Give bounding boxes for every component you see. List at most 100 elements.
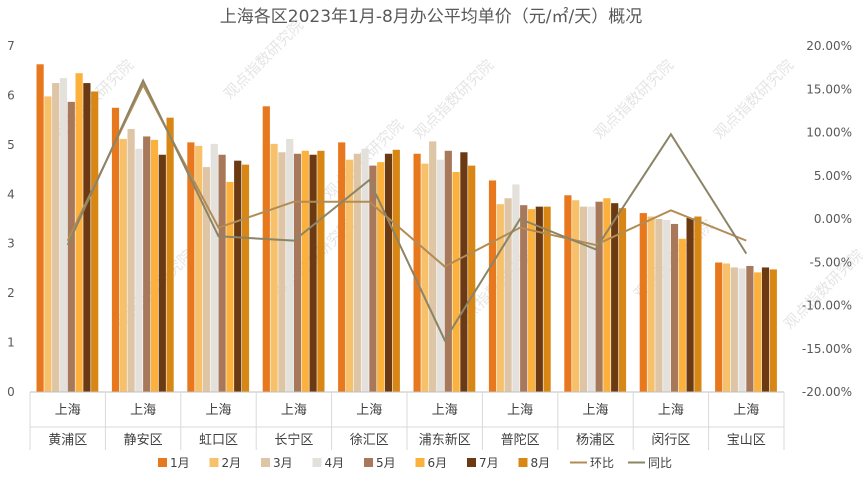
watermark-2: 观点指数研究院 [410,56,497,143]
bar-series-group [36,64,777,393]
y2-tick-label: -10.00% [802,299,852,313]
category-label-top: 上海 [432,403,458,418]
y2-tick-label: 5.00% [814,169,852,183]
y-tick-label: 2 [7,286,15,300]
bar-1月-长宁区 [262,106,270,393]
right-axis: -20.00% -15.00% -10.00% -5.00% 0.00% 5.00% 10.… [802,39,852,399]
bar-8月-黄浦区 [91,91,99,392]
category-label-top: 上海 [582,403,608,418]
legend-label-3月: 3月 [273,456,293,470]
bar-6月-普陀区 [527,209,536,392]
bar-6月-宝山区 [754,272,762,392]
legend-swatch-1月 [158,458,167,467]
y-tick-label: 5 [7,138,15,152]
bar-3月-黄浦区 [52,83,60,392]
watermark-4: 观点指数研究院 [710,56,797,143]
chart-title: 上海各区2023年1月-8月办公平均单价（元/㎡/天）概况 [220,7,642,27]
bar-5月-长宁区 [293,153,302,392]
legend-label-同比: 同比 [648,456,672,470]
legend: 1月 2月 3月 4月 5月 6月 7月 8月 环比 同比 [158,456,672,470]
bar-8月-徐汇区 [392,149,400,392]
bar-6月-闵行区 [678,238,686,392]
bar-5月-闵行区 [670,223,679,392]
bar-4月-普陀区 [512,184,520,392]
bar-1月-虹口区 [187,142,195,392]
category-label-top: 上海 [733,403,759,418]
bar-2月-普陀区 [496,204,504,392]
bar-6月-静安区 [150,139,159,392]
legend-swatch-3月 [261,458,270,467]
bar-7月-闵行区 [686,218,694,392]
bar-1月-普陀区 [488,180,497,392]
bar-7月-虹口区 [234,160,242,392]
bar-2月-虹口区 [195,145,203,392]
bar-6月-虹口区 [226,181,234,392]
y2-tick-label: 15.00% [806,82,852,96]
bar-5月-徐汇区 [369,165,377,392]
bar-2月-浦东新区 [421,163,429,392]
bar-8月-静安区 [166,117,174,393]
bar-4月-黄浦区 [59,78,68,392]
bar-5月-虹口区 [218,154,226,392]
bar-2月-宝山区 [722,263,731,392]
bar-3月-徐汇区 [353,153,361,392]
category-label-top: 上海 [205,403,231,418]
bar-7月-普陀区 [535,206,543,392]
legend-label-5月: 5月 [376,456,396,470]
category-label: 黄浦区 [48,433,87,448]
y-tick-label: 1 [7,336,15,350]
category-label: 虹口区 [199,433,238,448]
bar-3月-普陀区 [504,198,512,392]
bar-1月-浦东新区 [413,153,421,392]
bar-5月-杨浦区 [595,201,603,392]
bar-4月-虹口区 [210,143,218,392]
legend-swatch-6月 [415,458,425,467]
bar-4月-浦东新区 [436,159,445,392]
bar-7月-静安区 [158,154,166,392]
bar-5月-宝山区 [746,265,754,392]
bar-2月-静安区 [119,138,127,392]
bar-8月-宝山区 [769,269,777,392]
legend-swatch-5月 [364,458,373,467]
legend-label-8月: 8月 [531,456,551,470]
bar-8月-普陀区 [543,206,551,392]
bar-7月-黄浦区 [83,83,91,392]
category-label-top: 上海 [55,403,81,418]
legend-swatch-7月 [467,458,476,467]
bar-7月-杨浦区 [611,203,619,392]
bar-4月-闵行区 [663,219,671,392]
category-label: 杨浦区 [576,433,615,448]
y2-tick-label: 0.00% [814,212,852,226]
watermark-1: 观点指数研究院 [220,16,307,103]
bar-6月-杨浦区 [603,198,611,392]
bar-8月-虹口区 [241,164,250,392]
bar-3月-杨浦区 [579,206,588,392]
line-同比 [66,78,748,343]
legend-swatch-8月 [518,458,528,467]
bar-3月-虹口区 [202,167,211,392]
bar-3月-静安区 [127,129,135,393]
legend-label-2月: 2月 [222,456,242,470]
bar-3月-宝山区 [730,267,738,392]
category-label: 浦东新区 [419,432,471,448]
bar-8月-浦东新区 [468,165,476,392]
bar-2月-杨浦区 [572,200,580,392]
legend-label-环比: 环比 [590,456,614,470]
category-label: 长宁区 [274,432,313,448]
category-label-top: 上海 [658,403,684,418]
bar-3月-闵行区 [655,219,663,392]
bar-5月-静安区 [143,136,151,392]
category-label-top: 上海 [507,403,533,418]
bar-6月-徐汇区 [377,162,385,392]
y2-tick-label: -5.00% [810,255,852,269]
legend-label-6月: 6月 [428,456,448,470]
legend-swatch-4月 [312,458,322,467]
bar-8月-长宁区 [317,150,325,392]
y-tick-label: 3 [7,237,15,251]
legend-swatch-2月 [209,458,219,467]
bar-1月-静安区 [111,107,120,392]
bar-5月-普陀区 [520,205,528,392]
left-axis: 0 1 2 3 4 5 6 7 [7,39,15,399]
bar-2月-黄浦区 [44,96,52,393]
